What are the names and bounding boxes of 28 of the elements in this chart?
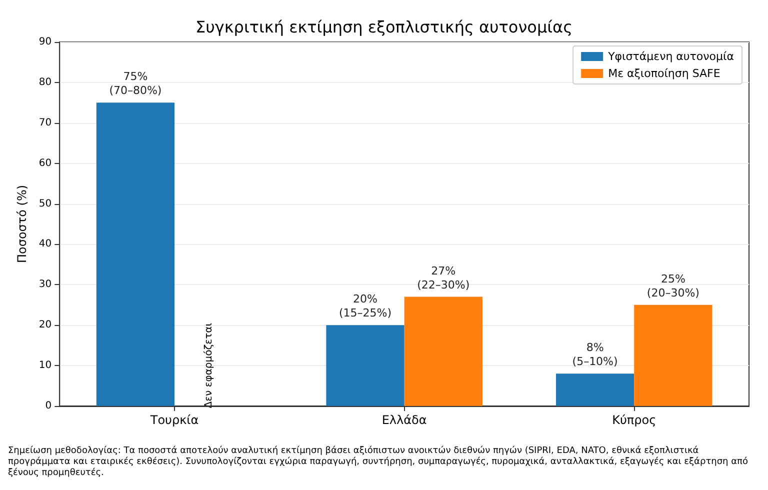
text: Σημείωση μεθοδολογίας: Τα ποσοστά αποτελούν αναλυτική εκτίμηση βάσει αξιόπιστων ανοικτών διεθνών πηγών (SIPRI, EDA, NATO, εθνικά εξοπλιστικά προγράμματα και εταιρικές εκθέσεις). Συνυπολογίζονται εγχώρια παραγωγή, συντήρηση, συμπαραγωγές, πυρομαχικά, ανταλλακτικά, εξαγωγές και εξάρτηση από ξένους προμηθευτές.: [8, 446, 749, 479]
bar: [326, 325, 404, 406]
data-label: 27% (22–30%): [417, 264, 470, 292]
y-tick-label: 10: [38, 360, 52, 372]
x-tick-label: Κύπρος: [612, 413, 656, 427]
data-label: 20% (15–25%): [338, 292, 392, 320]
y-tick-label: 0: [45, 400, 52, 412]
y-tick-label: 70: [38, 117, 52, 128]
y-tick-label: 90: [38, 36, 52, 48]
x-tick-label: Ελλάδα: [382, 413, 427, 427]
bar: [634, 304, 712, 406]
data-label: 75% (70–80%): [109, 70, 162, 98]
data-label: 25% (20–30%): [646, 272, 700, 300]
chart-title: Συγκριτική εκτίμηση εξοπλιστικής αυτονομίας: [196, 18, 572, 36]
bar: [404, 296, 482, 406]
bar: [96, 102, 175, 406]
data-label: 8% (5–10%): [572, 341, 618, 368]
legend-label: Υφιστάμενη αυτονομία: [607, 50, 734, 63]
y-tick-label: 50: [38, 198, 52, 210]
legend-label: Με αξιοποίηση SAFE: [608, 67, 720, 80]
y-axis-title: Ποσοστό (%): [15, 184, 29, 264]
bar: [556, 374, 634, 406]
y-tick-label: 20: [38, 320, 52, 331]
y-tick-label: 40: [38, 238, 52, 250]
y-tick-label: 60: [38, 158, 52, 169]
x-tick-label: Τουρκία: [149, 413, 199, 427]
y-tick-label: 30: [38, 279, 52, 290]
y-tick-label: 80: [38, 76, 52, 88]
